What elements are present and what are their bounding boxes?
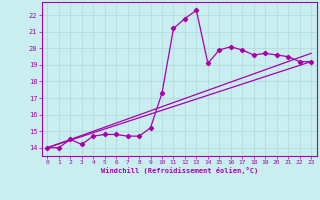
X-axis label: Windchill (Refroidissement éolien,°C): Windchill (Refroidissement éolien,°C) [100, 167, 258, 174]
